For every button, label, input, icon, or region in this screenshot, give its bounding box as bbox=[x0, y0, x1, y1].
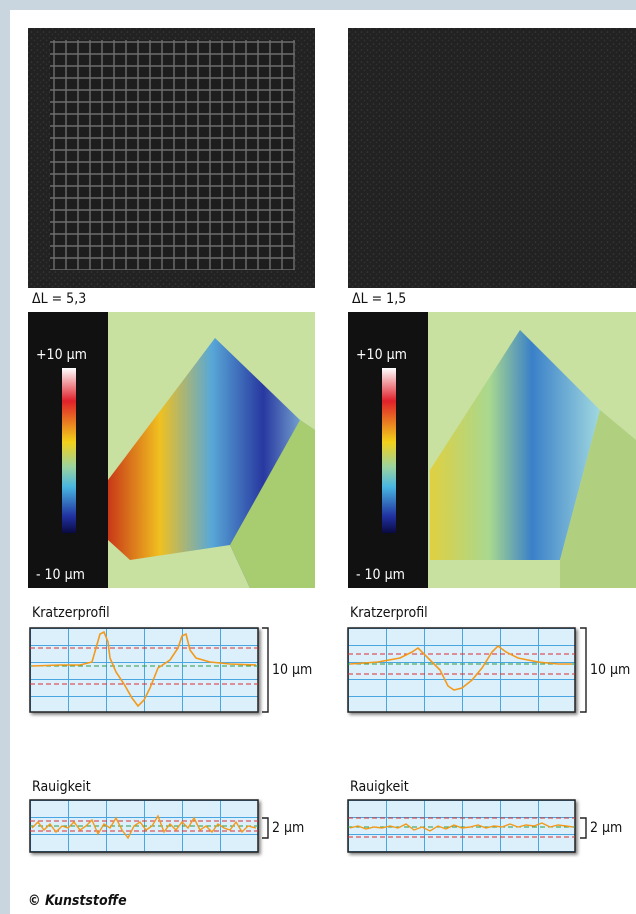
color-scale bbox=[382, 368, 396, 533]
profile-scale: 10 µm bbox=[590, 662, 630, 678]
credit: © Kunststoffe bbox=[28, 893, 127, 909]
figure: ΔL = 5,3 ΔL = 1,5 +10 µm - 10 µm +10 µm … bbox=[0, 0, 636, 914]
roughness-plot bbox=[30, 800, 258, 852]
scale-bottom: - 10 µm bbox=[356, 567, 405, 583]
profile-plot bbox=[348, 628, 575, 712]
scale-top: +10 µm bbox=[356, 347, 407, 363]
roughness-plot bbox=[348, 800, 575, 852]
profile-scale: 10 µm bbox=[272, 662, 312, 678]
roughness-title: Rauigkeit bbox=[32, 779, 91, 795]
profile-title: Kratzerprofil bbox=[32, 605, 110, 621]
photo bbox=[348, 28, 636, 288]
delta-label: ΔL = 1,5 bbox=[352, 291, 406, 307]
delta-label: ΔL = 5,3 bbox=[32, 291, 86, 307]
color-scale bbox=[62, 368, 76, 533]
roughness-scale: 2 µm bbox=[590, 820, 622, 836]
photo-mesh bbox=[50, 40, 295, 270]
roughness-title: Rauigkeit bbox=[350, 779, 409, 795]
scale-top: +10 µm bbox=[36, 347, 87, 363]
roughness-scale: 2 µm bbox=[272, 820, 304, 836]
scale-bottom: - 10 µm bbox=[36, 567, 85, 583]
profile-title: Kratzerprofil bbox=[350, 605, 428, 621]
profile-plot bbox=[30, 628, 258, 712]
